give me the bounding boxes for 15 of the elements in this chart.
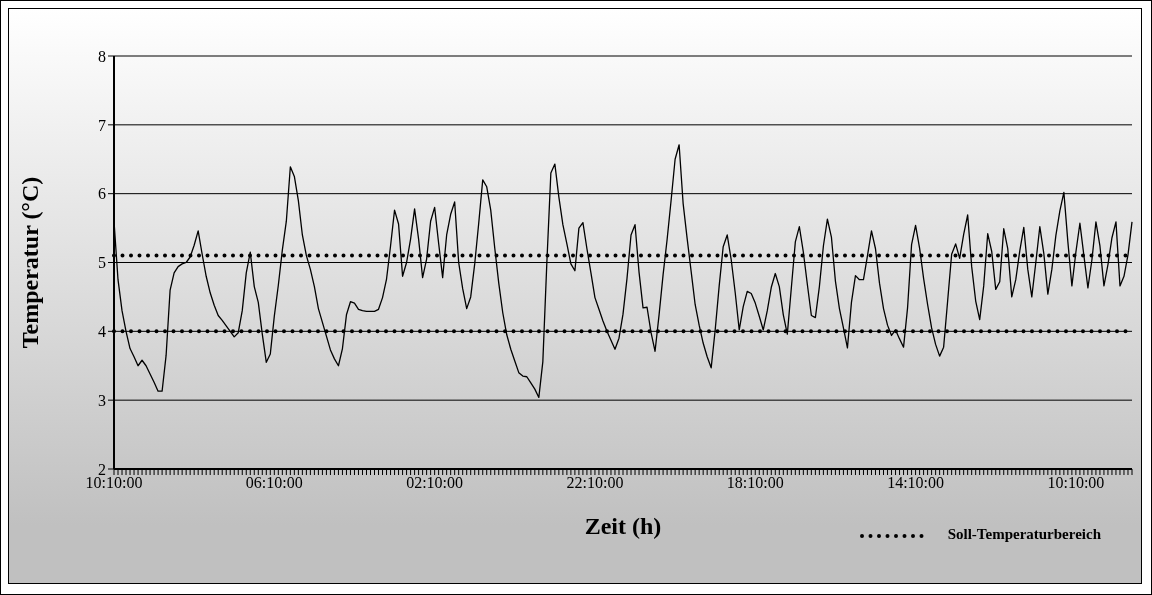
y-tick-label: 4 [98, 323, 106, 341]
x-tick-label: 18:10:00 [726, 474, 784, 492]
legend-label: Soll-Temperaturbereich [947, 526, 1101, 543]
x-tick-label: 06:10:00 [245, 474, 303, 492]
y-axis-title: Temperatur (°C) [16, 176, 43, 349]
x-tick-label: 22:10:00 [566, 474, 624, 492]
x-tick-label: 10:10:00 [1047, 474, 1105, 492]
y-tick-label: 5 [98, 254, 106, 272]
y-tick-label: 7 [98, 116, 106, 134]
y-tick-label: 8 [98, 47, 106, 65]
y-tick-label: 6 [98, 185, 106, 203]
x-tick-label: 02:10:00 [406, 474, 464, 492]
x-tick-label: 14:10:00 [887, 474, 945, 492]
x-axis-title: Zeit (h) [584, 513, 662, 539]
y-tick-label: 3 [98, 391, 106, 409]
